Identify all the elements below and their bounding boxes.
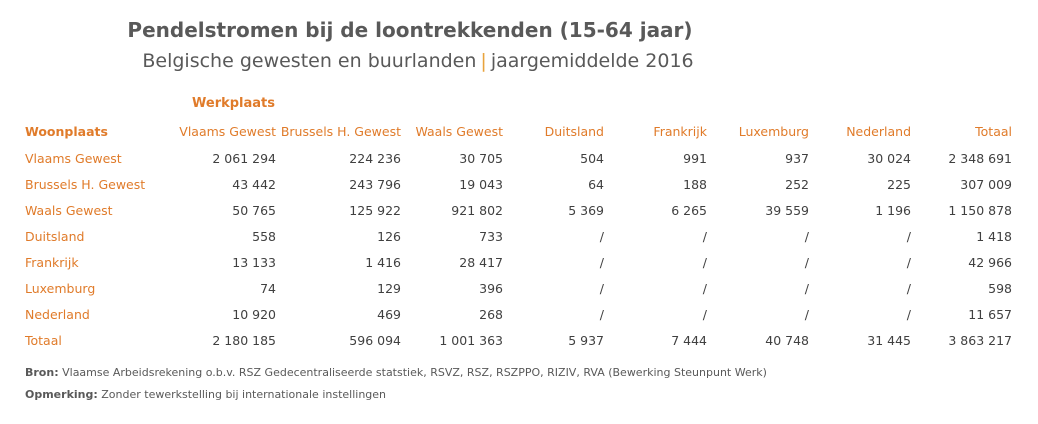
table-cell: 13 133 (232, 255, 276, 270)
table-cell: 733 (479, 229, 503, 244)
table-cell: 2 180 185 (212, 333, 276, 348)
table-cell: 2 348 691 (948, 151, 1012, 166)
table-cell: 43 442 (232, 177, 276, 192)
table-cell: 991 (683, 151, 707, 166)
table-cell: 1 150 878 (948, 203, 1012, 218)
column-header: Totaal (975, 124, 1012, 139)
table-cell: 396 (479, 281, 503, 296)
source-text: Vlaamse Arbeidsrekening o.b.v. RSZ Gedec… (62, 366, 767, 379)
table-cell: / (702, 307, 707, 322)
table-cell: 5 937 (568, 333, 604, 348)
table-cell: / (906, 307, 911, 322)
table-cell: 504 (580, 151, 604, 166)
table-cell: 3 863 217 (948, 333, 1012, 348)
table-cell: 50 765 (232, 203, 276, 218)
column-header: Brussels H. Gewest (280, 124, 401, 139)
table-cell: 558 (252, 229, 276, 244)
table-cell: / (906, 281, 911, 296)
table-cell: / (599, 229, 604, 244)
table-cell: 1 416 (365, 255, 401, 270)
source-label: Bron: (25, 366, 59, 379)
table-cell: / (804, 307, 809, 322)
subtitle-separator: | (480, 50, 487, 72)
table-cell: 31 445 (867, 333, 911, 348)
table-cell: 469 (377, 307, 401, 322)
table-cell: 30 024 (867, 151, 911, 166)
source-note: Bron: Vlaamse Arbeidsrekening o.b.v. RSZ… (25, 366, 767, 379)
table-cell: 5 369 (568, 203, 604, 218)
row-label: Luxemburg (25, 281, 96, 296)
table-cell: / (702, 255, 707, 270)
table-cell: / (702, 281, 707, 296)
table-cell: 125 922 (349, 203, 401, 218)
table-cell: 6 265 (671, 203, 707, 218)
table-cell: 1 418 (976, 229, 1012, 244)
row-label: Vlaams Gewest (25, 151, 122, 166)
chart-title: Pendelstromen bij de loontrekkenden (15-… (127, 18, 693, 42)
table-cell: 2 061 294 (212, 151, 276, 166)
row-header-label: Woonplaats (25, 124, 108, 139)
table-cell: / (804, 281, 809, 296)
table-cell: / (804, 229, 809, 244)
row-label: Nederland (25, 307, 90, 322)
table-cell: 307 009 (960, 177, 1012, 192)
table-cell: 74 (260, 281, 276, 296)
subtitle-right: jaargemiddelde 2016 (490, 50, 694, 72)
table-cell: 64 (588, 177, 604, 192)
table-cell: 39 559 (765, 203, 809, 218)
table-cell: 10 920 (232, 307, 276, 322)
remark-label: Opmerking: (25, 388, 98, 401)
table-cell: 188 (683, 177, 707, 192)
table-cell: 224 236 (349, 151, 401, 166)
column-header: Vlaams Gewest (179, 124, 276, 139)
table-cell: / (599, 281, 604, 296)
table-cell: / (702, 229, 707, 244)
column-group-label: Werkplaats (192, 96, 276, 111)
table-cell: / (906, 229, 911, 244)
table-cell: 42 966 (968, 255, 1012, 270)
table-cell: 7 444 (671, 333, 707, 348)
table-cell: / (906, 255, 911, 270)
subtitle-left: Belgische gewesten en buurlanden (142, 50, 477, 72)
column-header: Frankrijk (653, 124, 707, 139)
table-cell: / (599, 307, 604, 322)
table-cell: 40 748 (765, 333, 809, 348)
table-cell: 937 (785, 151, 809, 166)
table-cell: 11 657 (968, 307, 1012, 322)
row-label: Brussels H. Gewest (25, 177, 146, 192)
table-cell: 243 796 (349, 177, 401, 192)
table-cell: 28 417 (459, 255, 503, 270)
table-cell: 129 (377, 281, 401, 296)
table-cell: 268 (479, 307, 503, 322)
table-cell: 921 802 (451, 203, 503, 218)
column-header: Duitsland (544, 124, 604, 139)
chart-subtitle: Belgische gewesten en buurlanden | jaargem… (0, 50, 836, 72)
table-cell: 30 705 (459, 151, 503, 166)
table-cell: / (804, 255, 809, 270)
table-cell: 1 196 (875, 203, 911, 218)
column-header: Luxemburg (738, 124, 809, 139)
table-cell: 19 043 (459, 177, 503, 192)
column-header: Waals Gewest (415, 124, 503, 139)
table-cell: 252 (785, 177, 809, 192)
row-label: Totaal (25, 333, 62, 348)
table-cell: 596 094 (349, 333, 401, 348)
remark-note: Opmerking: Zonder tewerkstelling bij int… (25, 388, 386, 401)
table-cell: 598 (988, 281, 1012, 296)
row-label: Duitsland (25, 229, 85, 244)
table-cell: / (599, 255, 604, 270)
table-cell: 225 (887, 177, 911, 192)
table-cell: 126 (377, 229, 401, 244)
row-label: Waals Gewest (25, 203, 113, 218)
table-cell: 1 001 363 (439, 333, 503, 348)
row-label: Frankrijk (25, 255, 79, 270)
remark-text: Zonder tewerkstelling bij internationale… (101, 388, 387, 401)
column-header: Nederland (846, 124, 911, 139)
